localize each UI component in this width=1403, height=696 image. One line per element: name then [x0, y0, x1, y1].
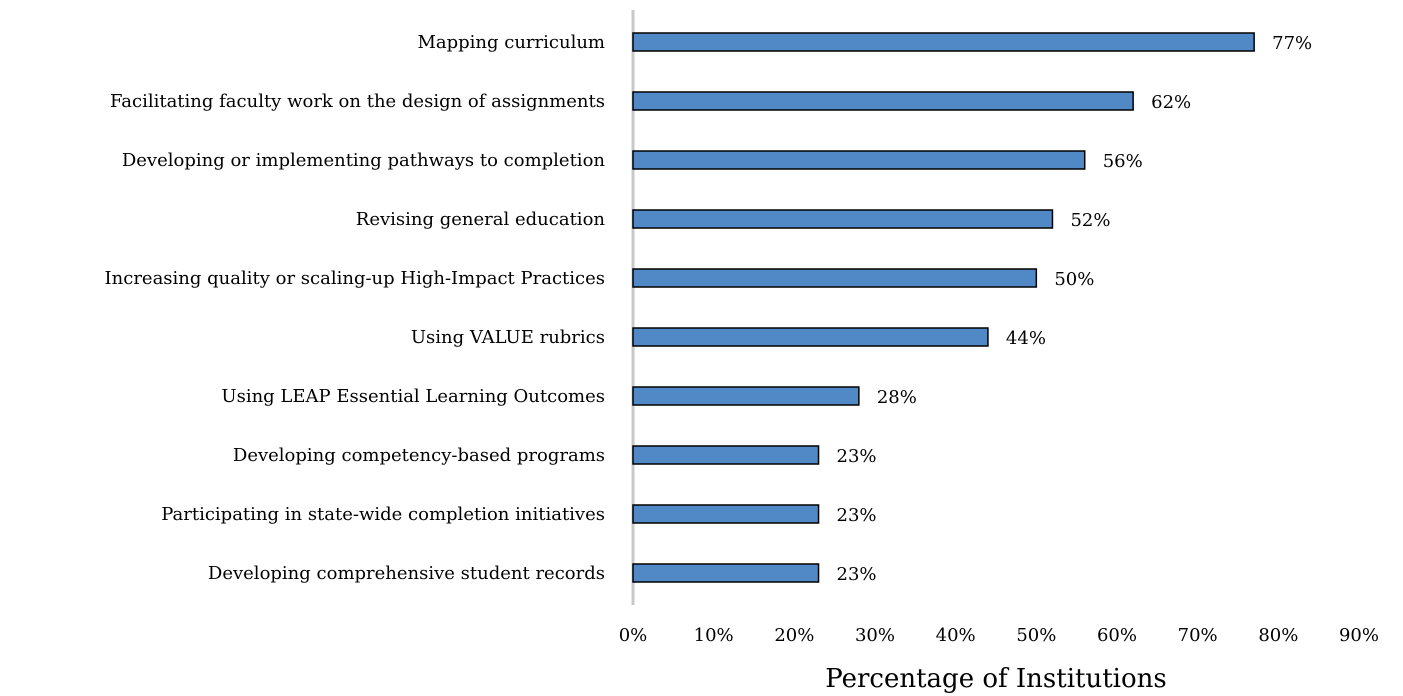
x-tick-label: 0%: [619, 625, 648, 646]
y-tick-label: Using VALUE rubrics: [411, 327, 605, 348]
value-label: 52%: [1070, 210, 1110, 231]
bar: [632, 32, 1255, 52]
x-tick-label: 40%: [936, 625, 976, 646]
value-label: 44%: [1006, 328, 1046, 349]
y-tick-label: Participating in state-wide completion i…: [161, 504, 605, 525]
x-tick-label: 60%: [1097, 625, 1137, 646]
bar: [632, 268, 1038, 288]
value-label: 23%: [837, 564, 877, 585]
bar: [632, 504, 820, 524]
value-label: 23%: [837, 446, 877, 467]
bar: [632, 150, 1086, 170]
x-tick-label: 10%: [694, 625, 734, 646]
value-label: 56%: [1103, 151, 1143, 172]
y-tick-label: Developing competency-based programs: [233, 445, 605, 466]
bar: [632, 209, 1054, 229]
bar: [632, 563, 820, 583]
value-label: 62%: [1151, 92, 1191, 113]
x-tick-label: 90%: [1339, 625, 1379, 646]
x-tick-label: 50%: [1016, 625, 1056, 646]
y-tick-label: Revising general education: [356, 209, 606, 230]
y-tick-label: Mapping curriculum: [417, 32, 605, 53]
x-tick-label: 70%: [1178, 625, 1218, 646]
x-tick-label: 80%: [1258, 625, 1298, 646]
x-tick-label: 20%: [774, 625, 814, 646]
y-tick-label: Facilitating faculty work on the design …: [110, 91, 605, 112]
bar: [632, 91, 1134, 111]
x-axis-title: Percentage of Institutions: [825, 664, 1166, 694]
y-tick-label: Increasing quality or scaling-up High-Im…: [105, 268, 605, 289]
value-label: 28%: [877, 387, 917, 408]
bar: [632, 327, 989, 347]
bar: [632, 445, 820, 465]
value-label: 77%: [1272, 33, 1312, 54]
y-tick-label: Using LEAP Essential Learning Outcomes: [221, 386, 605, 407]
y-tick-label: Developing comprehensive student records: [208, 563, 605, 584]
value-label: 23%: [837, 505, 877, 526]
y-tick-label: Developing or implementing pathways to c…: [122, 150, 606, 171]
x-tick-label: 30%: [855, 625, 895, 646]
bar: [632, 386, 860, 406]
value-label: 50%: [1054, 269, 1094, 290]
